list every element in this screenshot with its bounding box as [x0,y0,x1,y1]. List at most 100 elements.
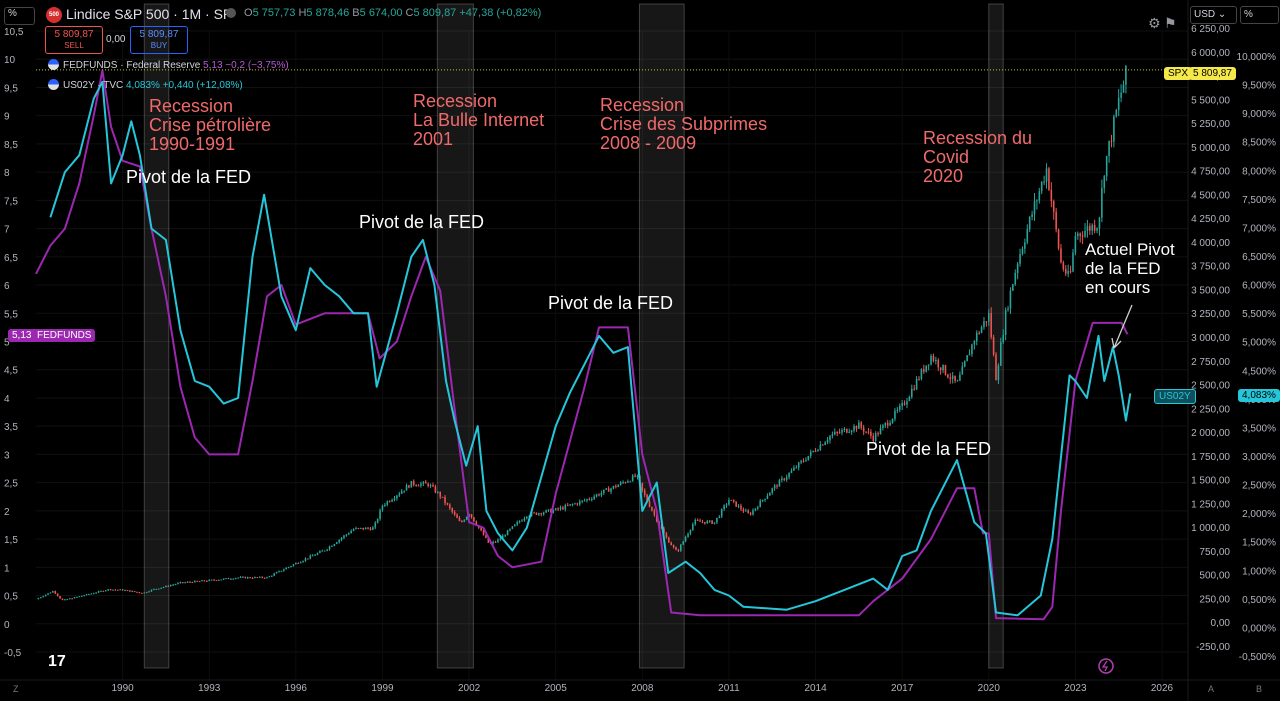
spx-candle [937,360,940,368]
spx-candle [215,580,218,582]
spx-candle [1096,228,1098,231]
spx-axis-tick: 4 500,00 [1191,190,1230,201]
spx-candle [983,321,985,328]
spx-candle [193,580,196,583]
spx-candle [328,546,331,550]
spx-candle [297,562,300,564]
spx-candle [518,521,521,523]
flag-toolbar-icon[interactable]: ⚑ [1164,15,1177,31]
spx-candle [877,433,879,435]
spx-candle [687,533,689,538]
spx-axis-tick: 5 000,00 [1191,143,1230,154]
x-axis-tick: 1993 [198,683,221,694]
spx-candle [117,589,119,591]
pct-axis-tick: 10,000% [1237,52,1277,63]
spx-candle [923,369,925,372]
spx-candle [218,579,220,581]
grid-lines [36,30,1188,680]
spx-candle [615,486,617,488]
spx-candle [109,589,112,591]
fedfunds-price-tag: 5,13 FEDFUNDS [8,329,96,342]
spx-candle [405,485,408,491]
legend-us02y[interactable]: US02Y · TVC 4,083% +0,440 (+12,08%) [48,79,243,91]
spx-candle [554,508,557,511]
legend-fedfunds[interactable]: FEDFUNDS · Federal Reserve 5,13 −0,2 (−3… [48,59,289,71]
spx-candle [374,522,377,528]
spx-candle [210,579,213,581]
spx-value-tag: 5 809,87 [1189,67,1236,80]
spx-candle [978,332,980,334]
spx-candle [169,585,172,587]
spx-candle [345,534,348,536]
spx-candle [1098,217,1101,229]
spx-candle [665,533,668,538]
spx-candle [453,511,456,515]
spx-candle [692,524,694,530]
pct-axis-tick: 1,000% [1242,566,1276,577]
pivot-label-1991: Pivot de la FED [126,167,252,187]
spx-candle [220,579,223,581]
spx-axis-tick: 2 000,00 [1191,428,1230,439]
spx-candle [412,480,415,485]
spx-axis-tick: -250,00 [1196,642,1230,653]
currency-select[interactable]: USD ⌄ [1190,6,1237,24]
left-scale-label[interactable]: % [4,7,35,25]
footer-right-label-b[interactable]: B [1256,684,1263,694]
spx-candle [821,444,824,446]
pct-axis-tick: 8,500% [1242,138,1276,149]
spx-candle [672,545,675,548]
spx-candle [927,364,930,366]
recession-band [638,3,685,669]
spx-candle [509,528,511,531]
symbol-title[interactable]: Lindice S&P 500 · 1M · SP [66,6,233,22]
flash-icon[interactable] [1098,658,1114,674]
spx-candle [198,581,201,583]
spx-candle [499,538,502,540]
recession-label-2001: Recession La Bulle Internet 2001 [413,91,545,149]
right-scale-label[interactable]: % [1240,6,1279,24]
pct-axis-tick: 9,500% [1242,81,1276,92]
spx-candle [848,431,851,433]
spx-axis-tick: 4 000,00 [1191,238,1230,249]
spx-candle [797,462,800,468]
spx-axis-tick: 6 000,00 [1191,48,1230,59]
spx-candle [675,547,677,551]
spx-candle [114,589,117,591]
sell-button[interactable]: 5 809,87 SELL [45,26,103,54]
spx-candle [129,590,131,592]
spx-candle [227,578,230,580]
spx-candle [133,591,136,593]
spx-candle [181,582,184,584]
settings-icon[interactable]: ⚙ [1148,15,1161,31]
spx-candle [360,527,362,529]
b-value: 5 674,00 [359,7,403,19]
spx-candle [1038,191,1041,201]
spx-candle [73,597,76,599]
spx-candle [1103,176,1106,189]
spx-candle [148,591,150,593]
spx-candle [124,590,126,592]
spx-candle [598,494,600,496]
spx-candle [232,578,235,580]
spx-candle [550,509,552,513]
spx-candle [872,435,875,441]
spx-candle [725,504,728,506]
spx-candle [932,355,935,361]
recession-band [436,3,474,669]
spx-candle [783,478,786,480]
spx-candle [684,537,687,542]
spx-candle [311,555,314,557]
spx-candle [482,530,485,536]
spx-candle [593,496,595,499]
spx-candle [1036,200,1038,202]
x-axis-tick: 2020 [978,683,1001,694]
spx-candle [574,503,576,505]
footer-left-label[interactable]: Z [13,684,19,694]
x-axis-tick: 2017 [891,683,914,694]
buy-button[interactable]: 5 809,87 BUY [130,26,188,54]
spx-axis-tick: 2 250,00 [1191,404,1230,415]
pct-axis-tick: 6,000% [1242,281,1276,292]
spx-candle [1009,290,1012,309]
footer-right-label-a[interactable]: A [1208,684,1215,694]
